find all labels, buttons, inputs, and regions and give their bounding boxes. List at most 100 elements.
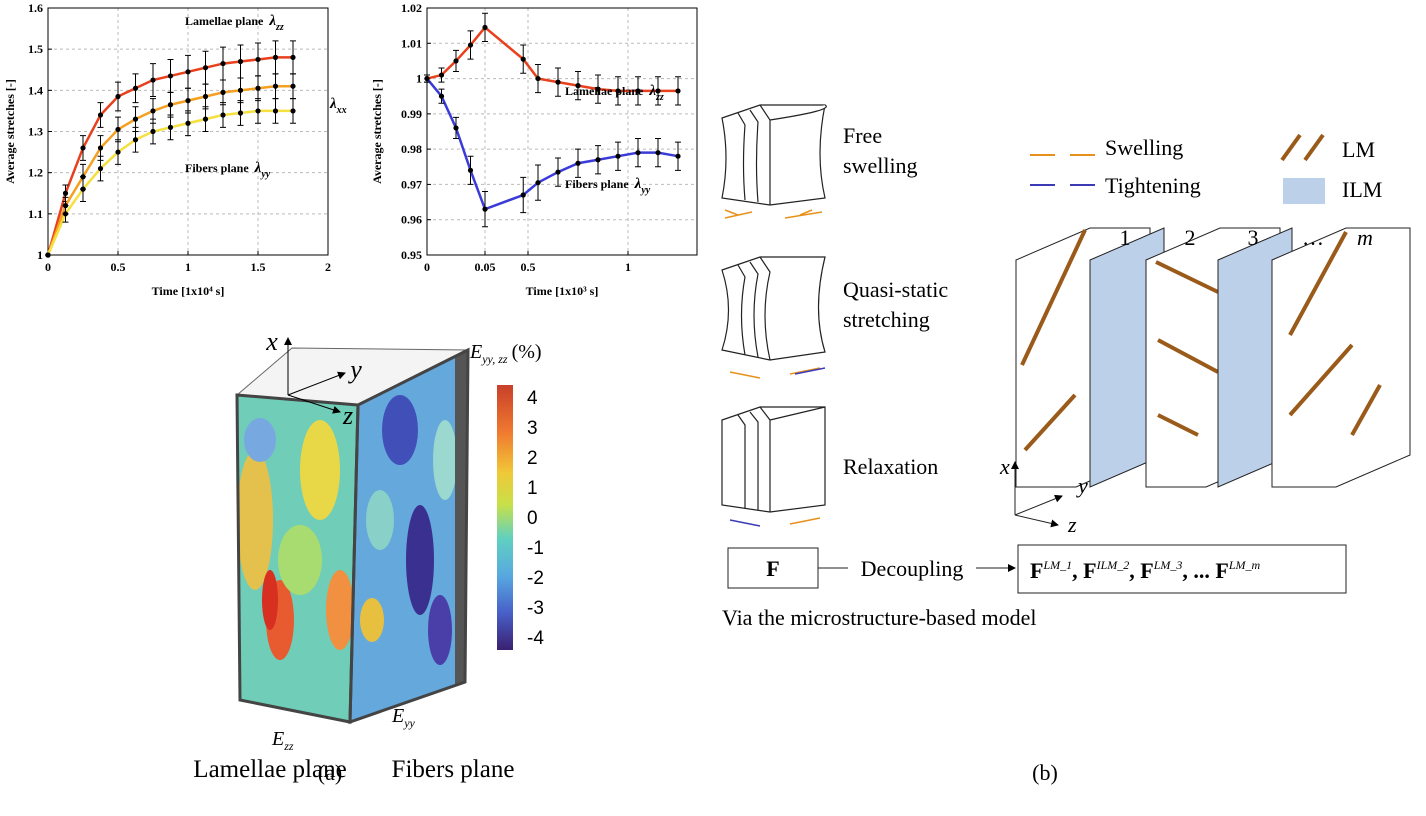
- data-point: [595, 86, 601, 92]
- colorbar-tick-label: 2: [527, 448, 538, 469]
- y-tick-label: 1.1: [28, 207, 43, 221]
- strain-map-labels: x yz Eyy, zz (%) 4 3 2 1 0 -1 -2 -3 -4 Ezz Lamellae pl…: [193, 327, 544, 783]
- face-symbol-sub: yy: [403, 716, 415, 730]
- layer-label: 2: [1185, 225, 1196, 250]
- stage-label: swelling: [843, 153, 918, 178]
- output-base: , F: [1072, 558, 1096, 583]
- y-tick-label: 0.95: [401, 248, 422, 262]
- colorbar-tick-label: 1: [527, 478, 538, 499]
- colorbar-symbol: E: [469, 341, 482, 363]
- lamellae-strain: [237, 418, 354, 660]
- data-point: [535, 75, 541, 82]
- data-point: [220, 112, 226, 118]
- data-point: [202, 116, 209, 122]
- annotation: Fibers plane λyy: [185, 160, 271, 180]
- annotation-text: Fibers plane: [185, 161, 249, 175]
- data-point: [167, 124, 174, 130]
- annotation-sub: yy: [640, 185, 650, 196]
- data-point: [185, 69, 191, 75]
- annotation-sub: xx: [336, 105, 347, 116]
- annotation-symbol: λ: [254, 160, 262, 176]
- data-point: [424, 75, 430, 82]
- y-tick-label: 1.02: [401, 1, 422, 15]
- y-tick-label: 0.98: [401, 142, 422, 156]
- x-tick-label: 2: [325, 260, 331, 274]
- plot-frame: [426, 7, 698, 256]
- data-point: [453, 58, 459, 64]
- y-axis-label: Average stretches [-]: [3, 79, 17, 184]
- x-tick-label: 1: [625, 260, 631, 274]
- y-tick-label: 1.5: [28, 42, 43, 56]
- annotation: Lamellae plane λzz: [565, 83, 664, 103]
- axis-letter: y: [347, 355, 362, 384]
- data-point: [237, 58, 244, 65]
- caption: (b): [1032, 760, 1058, 785]
- data-point: [675, 88, 681, 94]
- x-tick-label: 0.5: [111, 260, 126, 274]
- output-sup: LM_3: [1153, 558, 1183, 572]
- data-point: [185, 98, 191, 104]
- stage-blocks: [721, 104, 827, 513]
- chart: 1 1.1 1.2 1.3 1.4 1.5 1.6 0 0.5 1 1.5 2 Time [1x10⁴ …: [3, 1, 347, 298]
- x-axis-label: Time [1x10³ s]: [526, 284, 599, 298]
- legend-label: Tightening: [1105, 173, 1201, 198]
- layers: [727, 227, 1411, 594]
- legend-label: LM: [1342, 137, 1375, 162]
- layer-label: 3: [1248, 225, 1259, 250]
- data-point: [555, 169, 561, 175]
- face-name: Fibers plane: [392, 756, 515, 783]
- stage-label: Free: [843, 123, 882, 148]
- y-tick-label: 1: [416, 72, 422, 86]
- model-legend-icons: [1030, 133, 1325, 204]
- data-point: [150, 128, 156, 135]
- colorbar-tick-label: -2: [527, 568, 544, 589]
- data-point: [80, 186, 86, 192]
- data-point: [655, 88, 661, 94]
- stage-arrows: [724, 209, 826, 527]
- data-point: [132, 116, 139, 122]
- data-point: [255, 85, 261, 91]
- y-tick-label: 0.97: [401, 177, 422, 191]
- stage-label: Relaxation: [843, 454, 938, 479]
- data-point: [255, 56, 261, 63]
- data-point: [220, 60, 226, 67]
- data-point: [62, 190, 69, 196]
- data-point: [555, 79, 561, 85]
- data-point: [185, 120, 191, 126]
- axis-letter: z: [1067, 512, 1077, 537]
- legend-label: ILM: [1342, 177, 1382, 202]
- x-tick-label: 0: [424, 260, 430, 274]
- colorbar-tick-label: -4: [527, 628, 544, 649]
- output-sup: LM_m: [1228, 558, 1261, 572]
- annotation-symbol: λ: [648, 83, 656, 99]
- annotation: Lamellae plane λzz: [185, 13, 284, 33]
- axis-letter: x: [999, 454, 1010, 479]
- output-base: , F: [1129, 558, 1153, 583]
- data-point: [438, 72, 445, 78]
- output-base: F: [1030, 558, 1043, 583]
- output-sup: LM_1: [1042, 558, 1072, 572]
- colorbar-sub: yy, zz: [481, 352, 508, 366]
- data-point: [115, 149, 121, 155]
- data-point: [453, 125, 459, 131]
- data-point: [675, 153, 681, 159]
- caption: (a): [318, 760, 342, 785]
- input-label: F: [766, 556, 779, 581]
- colorbar-tick-label: 4: [527, 388, 538, 409]
- y-tick-label: 1: [37, 248, 43, 262]
- data-point: [80, 145, 86, 151]
- data-point: [272, 108, 279, 114]
- colorbar-unit: (%): [512, 341, 542, 363]
- x-axis-label: Time [1x10⁴ s]: [152, 284, 225, 298]
- layer-label: …: [1302, 225, 1324, 250]
- data-point: [467, 167, 474, 173]
- data-point: [438, 93, 445, 99]
- data-point: [132, 85, 139, 91]
- output-sup: ILM_2: [1096, 558, 1130, 572]
- annotation-sub: yy: [260, 169, 270, 180]
- colorbar-tick-label: -1: [527, 538, 544, 559]
- data-point: [167, 73, 174, 79]
- series-line: [426, 25, 678, 93]
- data-point: [272, 54, 279, 61]
